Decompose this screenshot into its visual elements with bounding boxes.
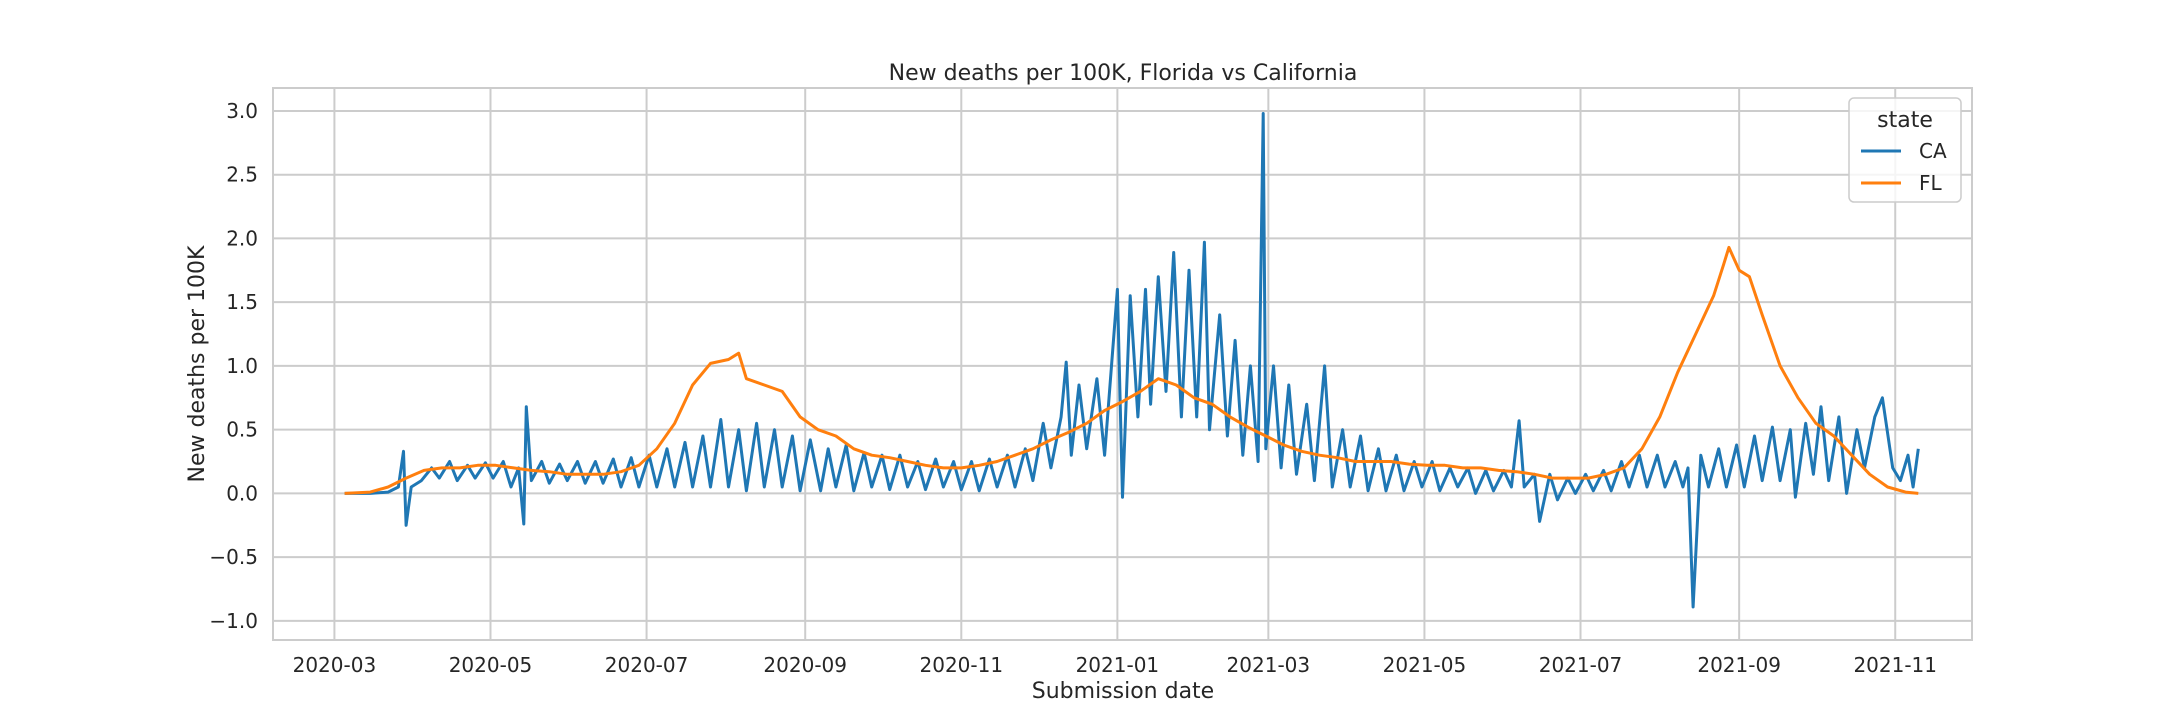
y-tick-label: 2.5 xyxy=(226,163,258,187)
x-tick-label: 2020-07 xyxy=(605,653,689,677)
x-tick-label: 2021-01 xyxy=(1076,653,1160,677)
y-tick-label: 2.0 xyxy=(226,226,258,250)
y-tick-label: 1.5 xyxy=(226,290,258,314)
y-tick-label: 0.0 xyxy=(226,481,258,505)
y-axis-label: New deaths per 100K xyxy=(185,245,210,483)
y-tick-label: −1.0 xyxy=(209,609,258,633)
series-line-ca xyxy=(344,112,1920,609)
plot-frame xyxy=(272,87,1973,641)
grid xyxy=(273,88,1972,640)
x-tick-label: 2021-07 xyxy=(1539,653,1623,677)
x-tick-label: 2020-05 xyxy=(449,653,533,677)
series-line-fl xyxy=(344,245,1919,495)
legend-title: state xyxy=(1877,108,1933,133)
legend-label-ca: CA xyxy=(1919,139,1947,163)
series-layer xyxy=(344,112,1920,609)
chart-title: New deaths per 100K, Florida vs Californ… xyxy=(889,61,1358,86)
x-tick-label: 2020-03 xyxy=(293,653,377,677)
x-tick-label: 2021-11 xyxy=(1853,653,1937,677)
y-tick-label: 3.0 xyxy=(226,99,258,123)
legend: state CA FL xyxy=(1848,97,1962,203)
x-tick-label: 2021-03 xyxy=(1227,653,1311,677)
x-tick-label: 2020-09 xyxy=(763,653,847,677)
y-tick-labels: 3.0 2.5 2.0 1.5 1.0 0.5 0.0 −0.5 −1.0 xyxy=(209,99,258,633)
y-tick-label: −0.5 xyxy=(209,545,258,569)
x-tick-label: 2020-11 xyxy=(920,653,1004,677)
x-tick-labels: 2020-03 2020-05 2020-07 2020-09 2020-11 2021-… xyxy=(293,653,1937,677)
y-tick-label: 0.5 xyxy=(226,418,258,442)
x-tick-label: 2021-05 xyxy=(1383,653,1467,677)
x-tick-label: 2021-09 xyxy=(1697,653,1781,677)
x-axis-label: Submission date xyxy=(1032,679,1214,704)
legend-label-fl: FL xyxy=(1919,171,1943,195)
y-tick-label: 1.0 xyxy=(226,354,258,378)
legend-box xyxy=(1848,97,1962,203)
